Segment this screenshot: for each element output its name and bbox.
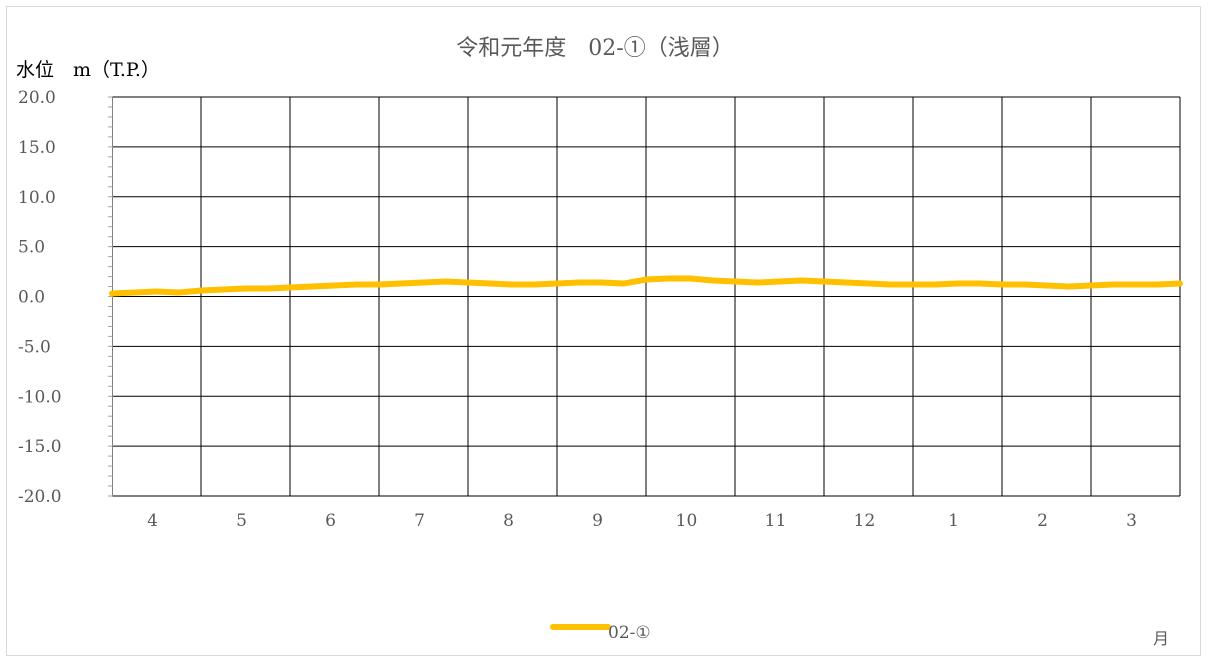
x-tick-labels: 4 5 6 7 8 9 10 11 12 1 2 3 [147, 511, 1137, 531]
x-tick-label: 8 [503, 511, 514, 531]
y-tick-label: 10.0 [18, 188, 56, 208]
legend-label: 02-① [608, 623, 651, 643]
chart-frame: 令和元年度 02-①（浅層） 水位 m（T.P.） 20.0 15.0 10.0 5.… [6, 6, 1201, 656]
x-tick-label: 3 [1126, 511, 1137, 531]
y-tick-label: -15.0 [18, 437, 62, 457]
y-axis-label: 水位 m（T.P.） [16, 59, 160, 81]
y-tick-label: 20.0 [18, 88, 56, 108]
water-level-chart: 令和元年度 02-①（浅層） 水位 m（T.P.） 20.015.010.05.… [16, 36, 1183, 648]
y-tick-label: 0.0 [18, 288, 45, 308]
y-tick-label: -5.0 [18, 337, 51, 357]
x-tick-label: 6 [325, 511, 336, 531]
x-tick-label: 4 [147, 511, 158, 531]
x-tick-label: 2 [1037, 511, 1048, 531]
y-tick-label: -20.0 [18, 487, 62, 507]
x-tick-label: 5 [236, 511, 247, 531]
x-axis-unit: 月 [1153, 629, 1169, 648]
x-tick-label: 11 [765, 511, 787, 531]
y-tick-label: 15.0 [18, 138, 56, 158]
x-tick-label: 7 [414, 511, 425, 531]
x-tick-label: 12 [854, 511, 876, 531]
x-tick-label: 1 [948, 511, 959, 531]
chart-title: 令和元年度 02-①（浅層） [456, 36, 733, 61]
y-tick-labels: 20.0 15.0 10.0 5.0 0.0 -5.0 -10.0 -15.0 -20.0 [18, 88, 62, 507]
series-line [109, 275, 1183, 297]
x-tick-label: 9 [592, 511, 603, 531]
series-group [109, 275, 1183, 297]
x-tick-label: 10 [676, 511, 698, 531]
legend: 02-① [550, 623, 651, 643]
grid-lines [108, 96, 1181, 497]
y-tick-label: -10.0 [18, 387, 62, 407]
y-tick-label: 5.0 [18, 238, 45, 258]
